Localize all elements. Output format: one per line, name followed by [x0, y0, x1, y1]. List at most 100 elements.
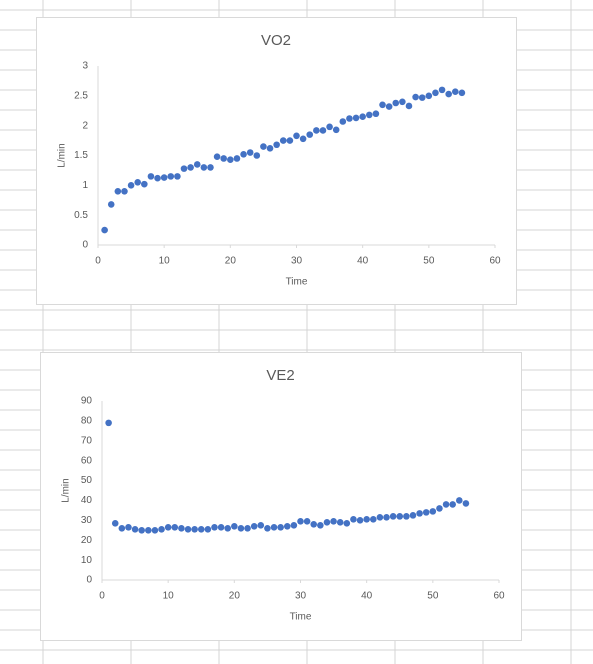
y-axis-label: L/min — [61, 478, 72, 502]
point — [350, 516, 357, 523]
x-tick-label: 30 — [291, 256, 303, 267]
point — [240, 151, 247, 158]
point — [310, 521, 318, 528]
x-tick-label: 60 — [489, 256, 501, 267]
point — [352, 114, 360, 122]
y-tick-label: 90 — [81, 396, 93, 407]
point — [154, 174, 161, 182]
chart-area — [36, 17, 517, 305]
x-axis-label: Time — [286, 277, 308, 288]
point — [200, 164, 208, 171]
point — [319, 127, 327, 134]
point — [107, 201, 115, 208]
x-tick-label: 0 — [99, 591, 105, 602]
y-tick-label: 0.5 — [74, 210, 88, 221]
point — [279, 137, 287, 144]
point — [436, 505, 443, 512]
point — [418, 94, 426, 101]
point — [283, 523, 291, 530]
chart-title: VE2 — [266, 367, 294, 384]
point — [385, 103, 393, 110]
point — [145, 526, 152, 534]
y-tick-label: 2.5 — [74, 90, 88, 101]
point — [445, 90, 452, 98]
point — [365, 111, 373, 119]
point — [187, 164, 194, 171]
y-tick-label: 1.5 — [74, 150, 88, 161]
point — [160, 174, 168, 181]
x-tick-label: 0 — [95, 256, 101, 267]
point — [299, 135, 307, 143]
point — [458, 89, 466, 97]
point — [432, 89, 439, 97]
point — [346, 115, 353, 122]
point — [359, 113, 366, 121]
point — [389, 513, 397, 520]
point — [376, 514, 384, 521]
point — [290, 522, 298, 529]
chart-area — [40, 352, 522, 641]
point — [197, 525, 205, 533]
point — [392, 99, 400, 107]
point — [217, 523, 225, 531]
point — [237, 524, 245, 532]
point — [403, 513, 410, 520]
point — [224, 524, 232, 532]
point — [277, 523, 284, 531]
point — [452, 88, 459, 95]
y-tick-label: 2 — [82, 120, 88, 131]
x-tick-label: 10 — [163, 591, 175, 602]
x-tick-label: 10 — [159, 256, 171, 267]
y-tick-label: 0 — [82, 240, 88, 251]
x-axis-label: Time — [290, 612, 312, 623]
y-tick-label: 70 — [81, 435, 93, 446]
point — [369, 516, 377, 523]
point — [405, 102, 413, 110]
point — [125, 523, 132, 531]
point — [303, 518, 311, 525]
y-tick-label: 10 — [81, 555, 93, 566]
point — [178, 524, 185, 532]
point — [121, 188, 128, 195]
point — [326, 123, 333, 131]
point — [164, 523, 172, 531]
point — [456, 497, 463, 504]
point — [171, 523, 179, 531]
y-tick-label: 0 — [86, 575, 92, 586]
y-tick-label: 40 — [81, 495, 93, 506]
point — [297, 518, 304, 525]
point — [429, 508, 437, 515]
x-tick-label: 60 — [493, 591, 505, 602]
point — [356, 517, 364, 524]
point — [257, 522, 265, 529]
y-tick-label: 30 — [81, 515, 93, 526]
point — [449, 501, 456, 508]
point — [270, 523, 278, 531]
point — [409, 512, 417, 519]
x-tick-label: 50 — [423, 256, 435, 267]
point — [207, 164, 214, 171]
y-tick-label: 3 — [82, 61, 88, 72]
point — [147, 173, 155, 180]
point — [260, 143, 267, 150]
point — [253, 152, 261, 159]
point — [131, 525, 139, 533]
point — [286, 137, 294, 144]
point — [336, 519, 344, 526]
point — [266, 145, 274, 152]
point — [383, 514, 390, 521]
point — [127, 182, 135, 189]
point — [151, 526, 159, 534]
point — [220, 155, 228, 162]
point — [204, 525, 212, 533]
x-tick-label: 40 — [361, 591, 373, 602]
y-axis-label: L/min — [57, 143, 68, 167]
point — [332, 126, 340, 134]
chart-title: VO2 — [261, 32, 291, 49]
point — [339, 118, 347, 125]
point — [462, 500, 470, 507]
x-tick-label: 50 — [427, 591, 439, 602]
point — [264, 524, 271, 532]
point — [399, 98, 406, 106]
